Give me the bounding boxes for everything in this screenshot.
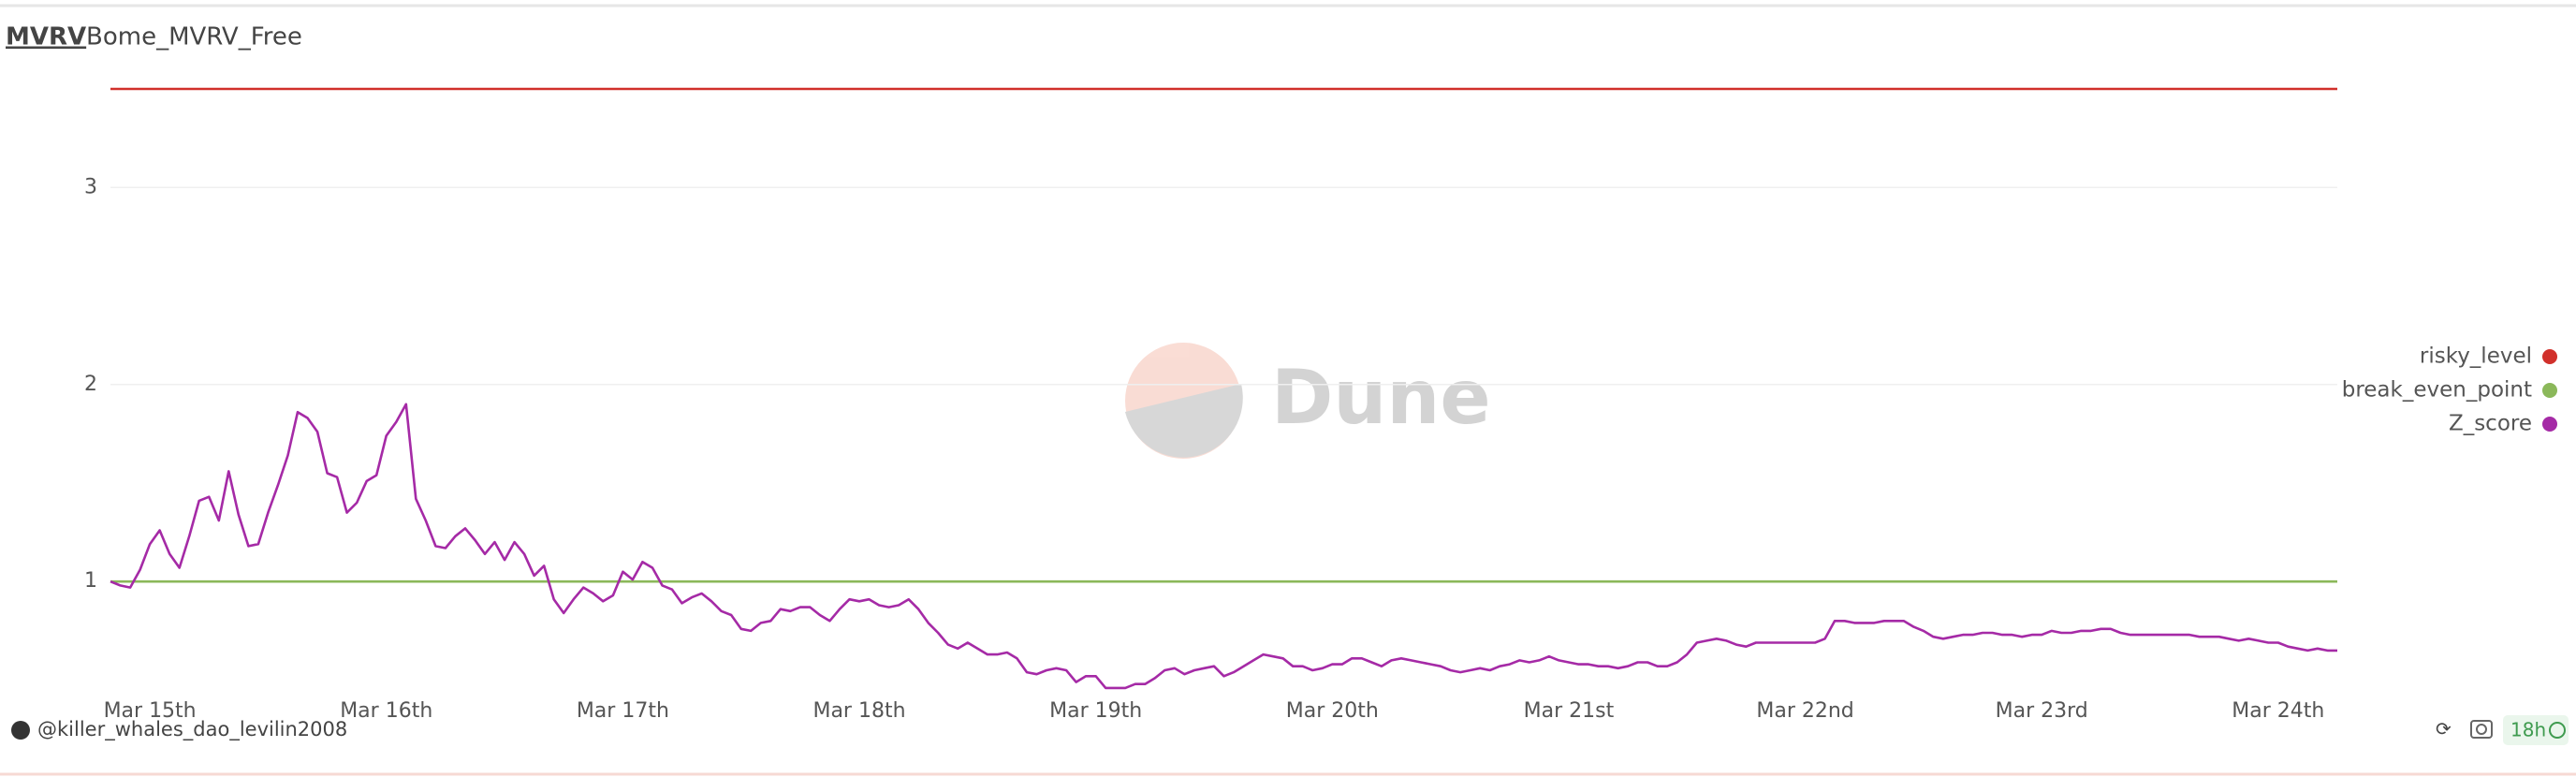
x-tick-label: Mar 15th [104,699,197,723]
x-tick-label: Mar 20th [1286,699,1379,723]
x-tick-label: Mar 23rd [1996,699,2088,723]
watermark-logo-part [1125,384,1243,458]
legend-swatch [2542,383,2557,398]
y-tick-label: 1 [84,569,97,593]
x-tick-label: Mar 21st [1524,699,1615,723]
age-badge [2503,715,2569,745]
watermark-text: Dune [1271,354,1491,441]
watermark: Dune [1125,343,1491,459]
series-line [110,403,2337,690]
x-tick-label: Mar 18th [812,699,905,723]
author[interactable]: @killer_whales_dao_levilin2008 [37,718,347,741]
x-tick-label: Mar 22nd [1756,699,1853,723]
legend-swatch [2542,417,2557,432]
tab-label[interactable]: MVRV [6,23,86,51]
x-tick-label: Mar 19th [1049,699,1142,723]
legend-label: Z_score [2449,412,2532,436]
age-check [2549,722,2566,739]
refresh-icon[interactable]: ⟳ [2436,718,2452,740]
x-tick-label: Mar 17th [577,699,669,723]
camera-lens [2476,724,2487,735]
y-tick-label: 3 [84,175,97,198]
legend-label: break_even_point [2342,378,2532,403]
y-tick-label: 2 [84,373,97,396]
author-avatar [11,721,30,740]
age-text: 18h [2510,719,2546,741]
x-tick-label: Mar 16th [340,699,432,723]
legend-swatch [2542,349,2557,364]
chart-title: Bome_MVRV_Free [86,23,302,51]
x-tick-label: Mar 24th [2232,699,2324,723]
camera-icon[interactable] [2470,720,2493,739]
legend-label: risky_level [2420,345,2532,369]
